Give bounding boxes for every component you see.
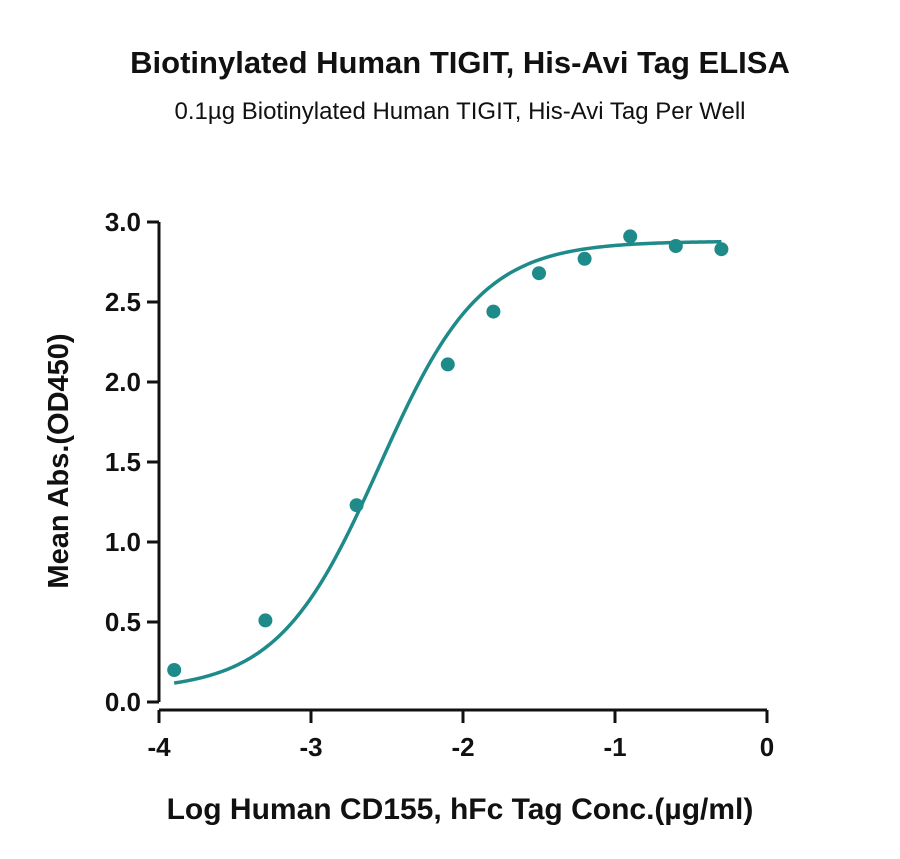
data-point bbox=[440, 357, 455, 372]
data-point bbox=[532, 266, 546, 281]
data-points bbox=[167, 229, 729, 677]
data-point bbox=[486, 304, 501, 319]
data-point bbox=[668, 239, 683, 253]
x-axis: -4 -3 -2 -1 0 bbox=[147, 708, 774, 762]
y-tick-label: 3.0 bbox=[105, 207, 141, 237]
x-axis-label: Log Human CD155, hFc Tag Conc.(µg/ml) bbox=[167, 793, 754, 826]
y-tick-label: 2.5 bbox=[105, 287, 141, 317]
y-tick-label: 2.0 bbox=[105, 367, 141, 397]
y-axis-label: Mean Abs.(OD450) bbox=[43, 333, 75, 588]
data-point bbox=[349, 498, 364, 513]
data-point bbox=[167, 663, 182, 677]
y-tick-label: 1.0 bbox=[105, 527, 141, 557]
x-tick-label: -3 bbox=[299, 732, 322, 762]
x-tick-label: -4 bbox=[147, 732, 171, 762]
data-point bbox=[258, 613, 273, 628]
fit-curve bbox=[173, 239, 722, 685]
x-tick-label: -2 bbox=[451, 732, 474, 762]
x-tick-label: 0 bbox=[760, 732, 774, 762]
data-point bbox=[714, 242, 729, 257]
data-point bbox=[623, 229, 638, 244]
x-tick-label: -1 bbox=[603, 732, 626, 762]
data-point bbox=[577, 251, 592, 266]
chart-subtitle: 0.1µg Biotinylated Human TIGIT, His-Avi … bbox=[175, 98, 746, 125]
y-tick-label: 1.5 bbox=[105, 447, 141, 477]
y-axis: 0.0 0.5 1.0 1.5 2.0 2.5 3.0 bbox=[105, 207, 161, 717]
y-tick-label: 0.0 bbox=[105, 687, 141, 717]
chart-title: Biotinylated Human TIGIT, His-Avi Tag EL… bbox=[130, 45, 790, 80]
fit-curve-layer bbox=[173, 239, 722, 685]
y-tick-label: 0.5 bbox=[105, 607, 141, 637]
